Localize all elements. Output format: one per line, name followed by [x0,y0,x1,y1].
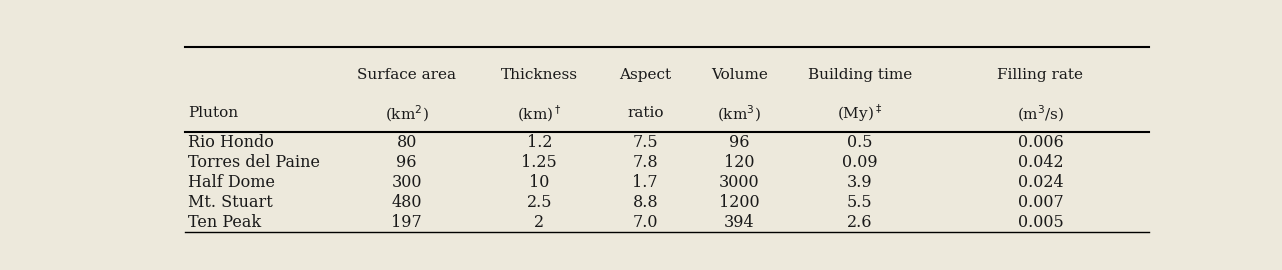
Text: 2.6: 2.6 [847,214,873,231]
Text: Building time: Building time [808,68,912,82]
Text: 3.9: 3.9 [847,174,873,191]
Text: 0.042: 0.042 [1018,154,1063,171]
Text: 1200: 1200 [719,194,759,211]
Text: 0.09: 0.09 [842,154,877,171]
Text: 197: 197 [391,214,422,231]
Text: Mt. Stuart: Mt. Stuart [188,194,273,211]
Text: 80: 80 [396,134,417,151]
Text: (km)$^\dagger$: (km)$^\dagger$ [517,103,562,124]
Text: 1.2: 1.2 [527,134,553,151]
Text: 2.5: 2.5 [527,194,553,211]
Text: 5.5: 5.5 [847,194,873,211]
Text: 7.0: 7.0 [632,214,658,231]
Text: (km$^3$): (km$^3$) [718,103,762,124]
Text: 0.5: 0.5 [847,134,873,151]
Text: 120: 120 [724,154,755,171]
Text: 7.5: 7.5 [632,134,658,151]
Text: 394: 394 [724,214,755,231]
Text: Torres del Paine: Torres del Paine [188,154,320,171]
Text: Pluton: Pluton [188,106,238,120]
Text: 7.8: 7.8 [632,154,658,171]
Text: Surface area: Surface area [358,68,456,82]
Text: 0.024: 0.024 [1018,174,1063,191]
Text: Thickness: Thickness [501,68,578,82]
Text: Ten Peak: Ten Peak [188,214,262,231]
Text: Half Dome: Half Dome [188,174,276,191]
Text: 96: 96 [396,154,417,171]
Text: Volume: Volume [710,68,768,82]
Text: 0.006: 0.006 [1018,134,1063,151]
Text: Rio Hondo: Rio Hondo [188,134,274,151]
Text: 480: 480 [391,194,422,211]
Text: Filling rate: Filling rate [997,68,1083,82]
Text: Aspect: Aspect [619,68,672,82]
Text: 0.005: 0.005 [1018,214,1063,231]
Text: (My)$^\ddagger$: (My)$^\ddagger$ [837,103,882,124]
Text: (m$^3$/s): (m$^3$/s) [1017,103,1064,124]
Text: 1.7: 1.7 [632,174,658,191]
Text: ratio: ratio [627,106,664,120]
Text: 2: 2 [535,214,545,231]
Text: 0.007: 0.007 [1018,194,1063,211]
Text: 96: 96 [729,134,750,151]
Text: 8.8: 8.8 [632,194,658,211]
Text: 3000: 3000 [719,174,759,191]
Text: 10: 10 [529,174,550,191]
Text: 1.25: 1.25 [522,154,558,171]
Text: 300: 300 [391,174,422,191]
Text: (km$^2$): (km$^2$) [385,103,428,124]
